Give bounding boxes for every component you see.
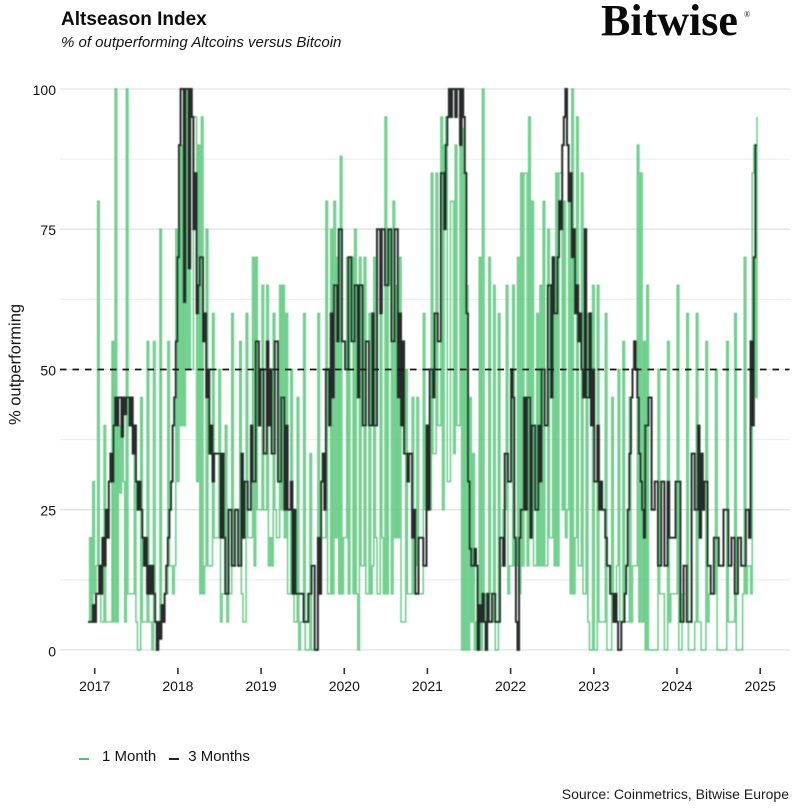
svg-text:2020: 2020: [329, 678, 360, 694]
svg-text:100: 100: [33, 82, 57, 98]
svg-text:2017: 2017: [79, 678, 110, 694]
svg-text:2025: 2025: [745, 678, 776, 694]
svg-text:50: 50: [40, 363, 56, 379]
svg-text:2018: 2018: [162, 678, 193, 694]
svg-text:2022: 2022: [495, 678, 526, 694]
svg-text:25: 25: [40, 503, 56, 519]
svg-text:0: 0: [48, 643, 56, 659]
svg-text:75: 75: [40, 222, 56, 238]
svg-text:2021: 2021: [412, 678, 443, 694]
svg-text:2019: 2019: [246, 678, 277, 694]
svg-text:2023: 2023: [578, 678, 609, 694]
svg-text:2024: 2024: [661, 678, 692, 694]
